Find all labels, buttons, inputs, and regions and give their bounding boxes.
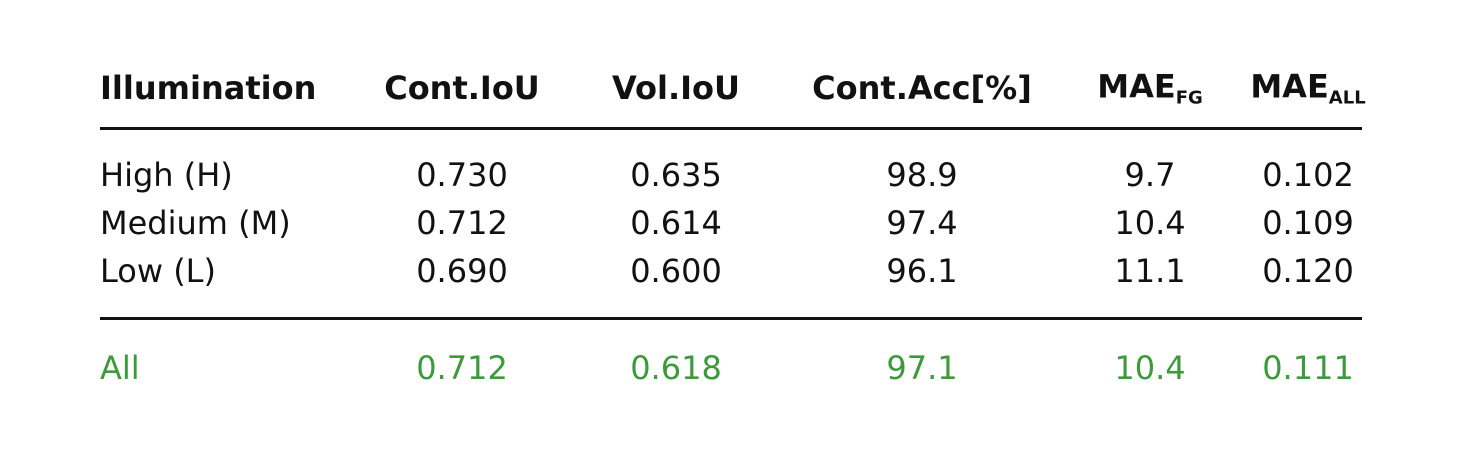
summary-rule — [100, 317, 1362, 320]
cell-value: 0.109 — [1262, 204, 1354, 242]
header-subscript: FG — [1175, 87, 1203, 109]
summary-value: 97.1 — [886, 349, 958, 387]
summary-label: All — [100, 349, 140, 387]
cell-value: 0.712 — [416, 204, 508, 242]
header-rule — [100, 127, 1362, 130]
header-cell: Vol.IoU — [612, 69, 740, 107]
header-cell: Illumination — [100, 69, 317, 107]
cell-value: 11.1 — [1114, 252, 1186, 290]
cell-value: 0.730 — [416, 156, 508, 194]
cell-value: 97.4 — [886, 204, 958, 242]
cell-value: 10.4 — [1114, 204, 1186, 242]
header-cell: MAEFG — [1097, 68, 1203, 109]
cell-value: 96.1 — [886, 252, 958, 290]
header-cell: Cont.Acc[%] — [812, 69, 1032, 107]
header-subscript: ALL — [1328, 87, 1366, 109]
header-cell: MAEALL — [1250, 68, 1365, 109]
row-label: High (H) — [100, 156, 233, 194]
cell-value: 0.102 — [1262, 156, 1354, 194]
row-label: Medium (M) — [100, 204, 291, 242]
summary-value: 0.712 — [416, 349, 508, 387]
cell-value: 0.690 — [416, 252, 508, 290]
summary-value: 10.4 — [1114, 349, 1186, 387]
cell-value: 0.635 — [630, 156, 722, 194]
header-text: MAE — [1250, 67, 1329, 106]
cell-value: 9.7 — [1124, 156, 1176, 194]
cell-value: 0.600 — [630, 252, 722, 290]
row-label: Low (L) — [100, 252, 216, 290]
header-cell: Cont.IoU — [384, 69, 540, 107]
summary-value: 0.111 — [1262, 349, 1354, 387]
header-text: MAE — [1097, 67, 1176, 106]
summary-value: 0.618 — [630, 349, 722, 387]
cell-value: 0.120 — [1262, 252, 1354, 290]
cell-value: 0.614 — [630, 204, 722, 242]
cell-value: 98.9 — [886, 156, 958, 194]
